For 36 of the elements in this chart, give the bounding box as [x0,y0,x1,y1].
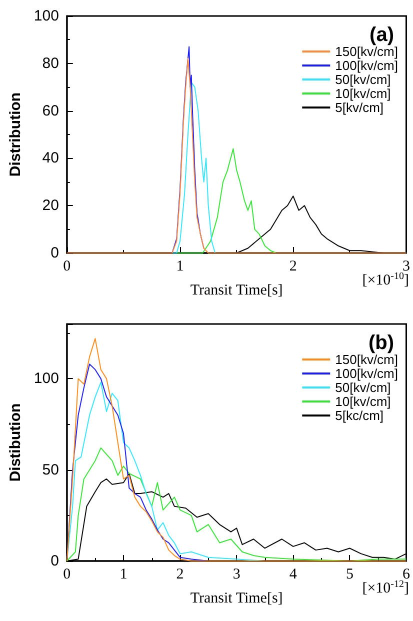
y-tick-label: 40 [42,150,59,167]
x-tick-label: 2 [289,258,297,274]
y-tick-label: 100 [34,8,59,24]
y-tick-label: 80 [42,54,59,72]
legend-label: 100[kv/cm] [335,366,398,381]
y-tick-label: 100 [34,370,59,388]
x-tick-label: 3 [402,258,410,274]
x-axis-title: Transit Time[s] [190,282,283,298]
x-tick-label: 3 [232,566,240,582]
y-tick-label: 60 [42,102,59,120]
legend-label: 150[kv/cm] [335,44,398,59]
x-tick-label: 1 [120,566,128,582]
y-tick-label: 0 [50,552,59,570]
y-axis-title: Distribution [7,92,24,177]
x-tick-label: 0 [63,258,71,274]
y-tick-label: 20 [42,197,59,214]
legend-label: 10[kv/cm] [335,394,391,409]
y-tick-label: 50 [42,461,59,478]
y-tick-label: 0 [50,244,59,262]
legend-label: 150[kv/cm] [335,352,398,367]
x-tick-label: 4 [289,566,298,582]
chart-title: (a) [370,24,394,46]
y-axis-title: Distibution [7,403,24,482]
legend-label: 5[kc/cm] [335,408,384,423]
legend-label: 100[kv/cm] [335,58,398,73]
chart-title: (b) [368,332,394,354]
x-axis-title: Transit Time[s] [190,590,283,606]
x-tick-label: 1 [176,258,184,274]
legend-label: 50[kv/cm] [335,380,391,395]
x-tick-label: 2 [176,566,184,582]
x-tick-label: 6 [402,566,410,582]
x-tick-label: 5 [346,566,354,582]
legend-label: 10[kv/cm] [335,86,391,101]
legend-label: 50[kv/cm] [335,72,391,87]
x-tick-label: 0 [63,566,71,582]
legend-label: 5[kv/cm] [335,100,384,115]
